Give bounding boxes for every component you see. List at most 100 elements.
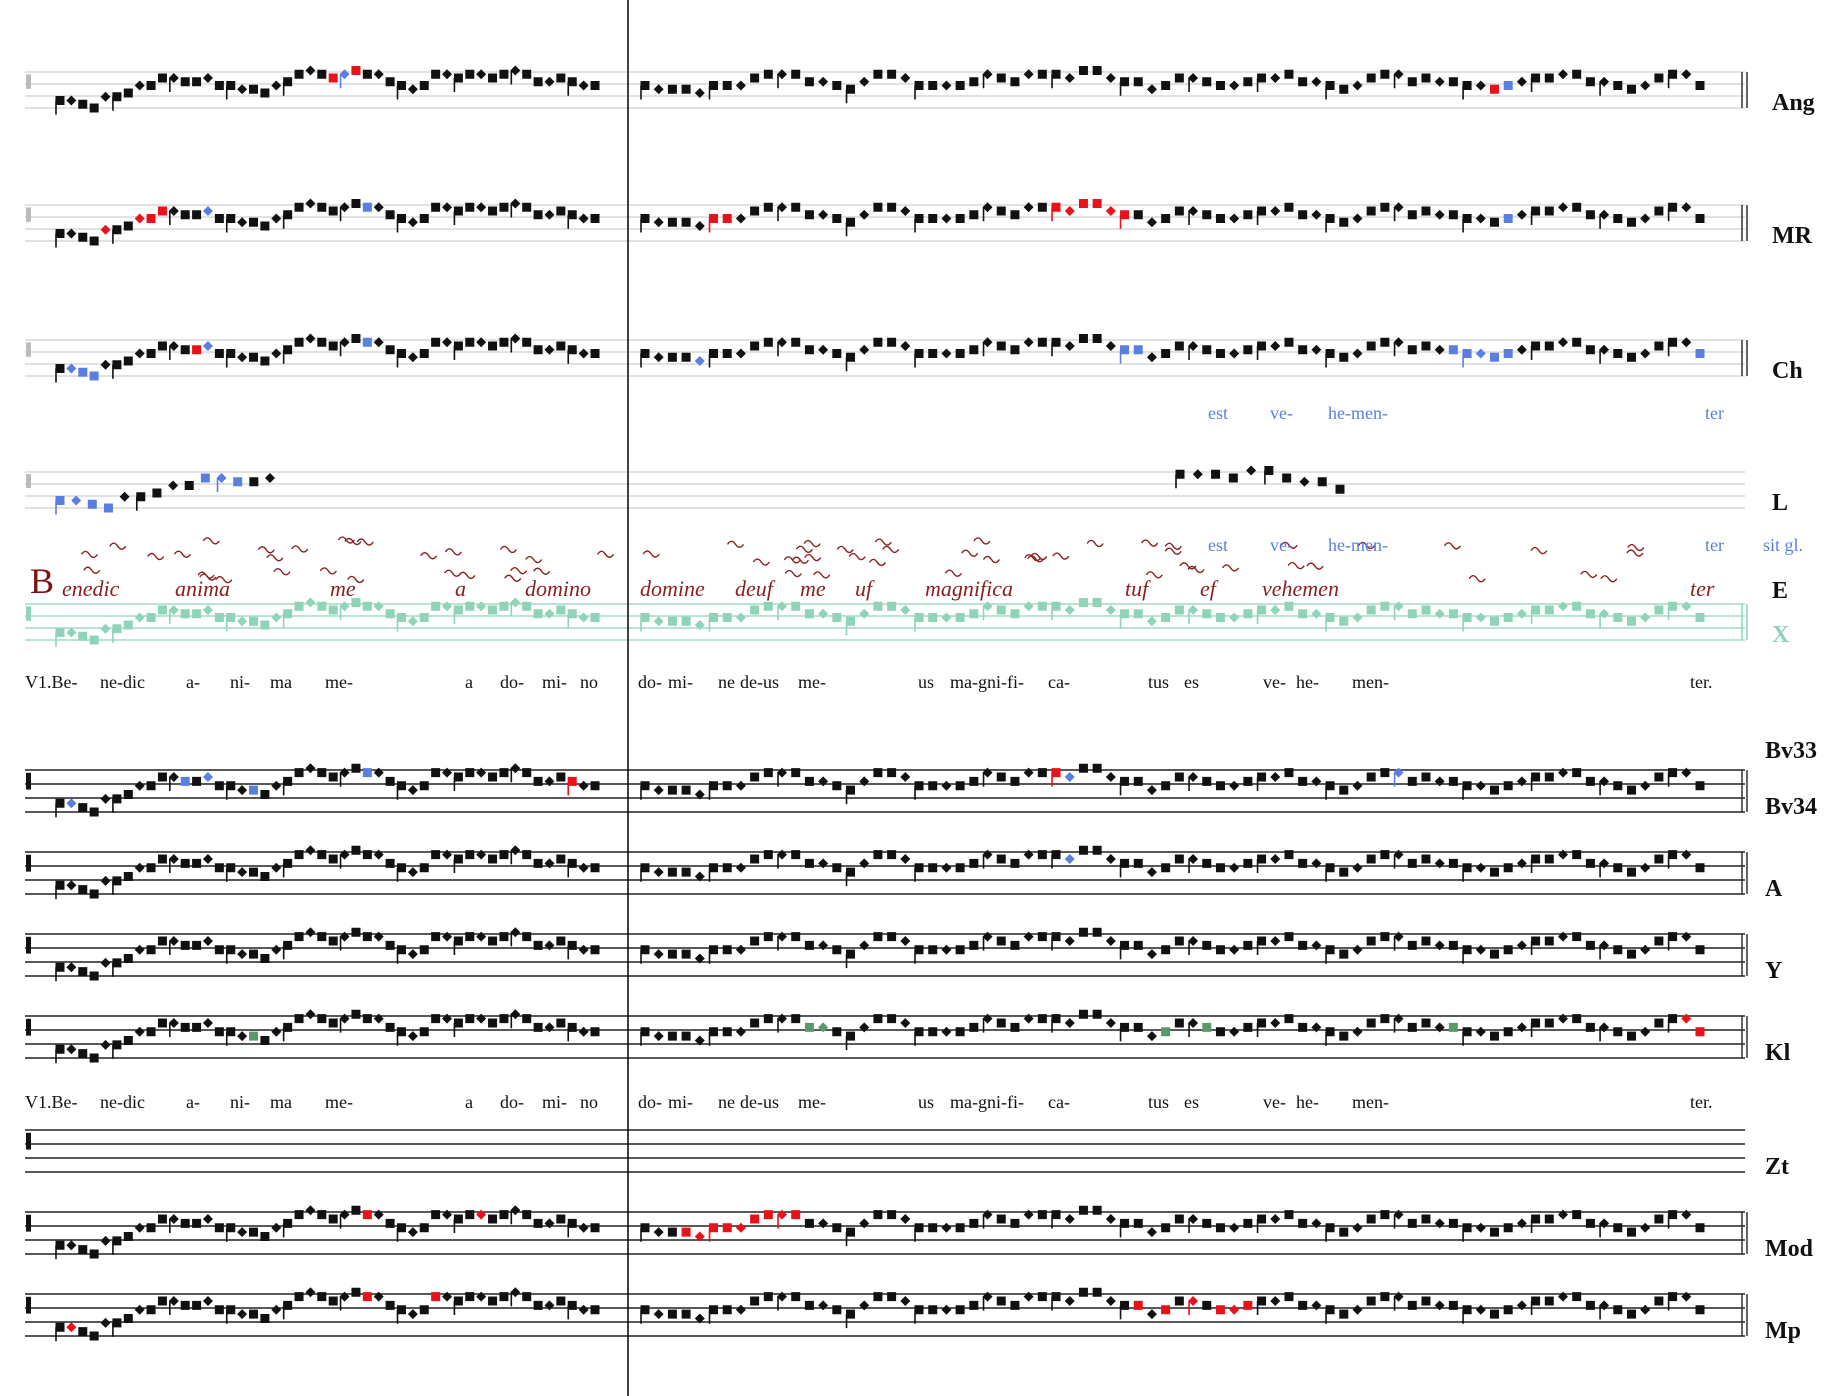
note-square — [1421, 1296, 1431, 1306]
note-square — [419, 1305, 429, 1315]
note-square — [499, 932, 509, 942]
note-diamond — [373, 767, 384, 778]
note-square — [1161, 613, 1171, 622]
note-square — [1133, 1022, 1143, 1032]
note-square — [488, 1214, 498, 1224]
note-diamond — [1681, 337, 1692, 348]
note-square — [249, 949, 259, 959]
note-square — [233, 477, 243, 487]
note-diamond — [476, 1209, 487, 1220]
note-square — [1298, 776, 1308, 786]
note-square — [887, 69, 897, 79]
note-square — [488, 1018, 498, 1028]
note-square — [249, 84, 259, 94]
note-square — [846, 352, 856, 362]
note-square — [1174, 206, 1184, 216]
note-square — [1133, 345, 1143, 355]
note-square — [294, 932, 304, 942]
manuscript-neume — [273, 568, 291, 576]
note-square — [1161, 945, 1171, 955]
note-square — [1448, 940, 1458, 950]
note-square — [1544, 1296, 1554, 1306]
lyric-syllable: me- — [798, 672, 826, 692]
note-square — [453, 1296, 463, 1306]
note-diamond — [1475, 780, 1486, 791]
note-square — [249, 785, 259, 795]
note-square — [1335, 484, 1345, 494]
note-diamond — [694, 789, 705, 800]
note-square — [681, 1309, 691, 1319]
note-square — [928, 613, 938, 622]
note-square — [192, 609, 202, 619]
note-diamond — [476, 931, 487, 942]
note-square — [1462, 781, 1472, 791]
note-diamond — [339, 1209, 350, 1220]
note-square — [1668, 601, 1678, 611]
note-square — [1202, 1218, 1212, 1228]
note-square — [709, 863, 719, 873]
note-square — [1284, 337, 1294, 347]
note-square — [55, 1322, 65, 1332]
note-square — [914, 863, 924, 873]
note-square — [1078, 927, 1088, 937]
note-diamond — [941, 348, 952, 359]
note-square — [1572, 768, 1582, 778]
note-diamond — [1105, 1296, 1116, 1306]
note-diamond — [237, 352, 248, 363]
note-square — [396, 1223, 406, 1233]
note-square — [453, 605, 463, 615]
note-diamond — [510, 333, 521, 344]
note-square — [294, 1292, 304, 1302]
note-square — [1613, 214, 1623, 223]
note-diamond — [1188, 341, 1199, 351]
staff-label-Y: Y — [1765, 958, 1783, 984]
note-square — [763, 1014, 773, 1024]
note-square — [1257, 1296, 1267, 1306]
note-diamond — [1023, 1013, 1034, 1024]
note-diamond — [1557, 849, 1568, 860]
note-square — [1380, 1210, 1390, 1220]
note-diamond — [900, 1296, 911, 1306]
note-square — [1257, 1214, 1267, 1224]
note-diamond — [407, 217, 418, 228]
note-square — [1572, 69, 1582, 79]
note-square — [873, 601, 883, 611]
note-square — [1325, 613, 1335, 622]
note-square — [1051, 202, 1061, 212]
note-square — [362, 768, 372, 778]
note-diamond — [407, 352, 418, 363]
note-square — [832, 1223, 842, 1233]
note-square — [996, 341, 1006, 351]
note-diamond — [1311, 344, 1322, 355]
note-square — [887, 768, 897, 778]
note-square — [887, 850, 897, 860]
note-diamond — [1023, 69, 1034, 80]
note-square — [1202, 940, 1212, 950]
note-square — [123, 221, 133, 231]
note-square — [590, 863, 600, 873]
note-square — [1613, 349, 1623, 358]
manuscript-neume — [944, 569, 963, 577]
note-square — [1531, 605, 1541, 615]
lyric-syllable: V1.Be- — [25, 1092, 78, 1112]
ch-lyric: he-men- — [1328, 403, 1388, 423]
note-diamond — [1393, 69, 1404, 80]
note-diamond — [578, 1026, 589, 1037]
note-square — [226, 613, 236, 622]
note-square — [1257, 1018, 1267, 1028]
note-square — [567, 1022, 577, 1032]
note-square — [249, 867, 259, 877]
lyric-syllable: a — [465, 672, 473, 692]
note-square — [1585, 1300, 1595, 1310]
note-square — [260, 872, 270, 881]
staff-label-E: E — [1772, 578, 1789, 604]
note-diamond — [1434, 344, 1445, 355]
note-square — [396, 781, 406, 791]
note-square — [396, 349, 406, 358]
note-diamond — [777, 849, 788, 860]
note-square — [722, 1223, 732, 1233]
manuscript-neume — [1600, 575, 1618, 583]
note-square — [955, 945, 965, 955]
note-diamond — [407, 1031, 418, 1042]
manuscript-neume — [803, 539, 821, 548]
